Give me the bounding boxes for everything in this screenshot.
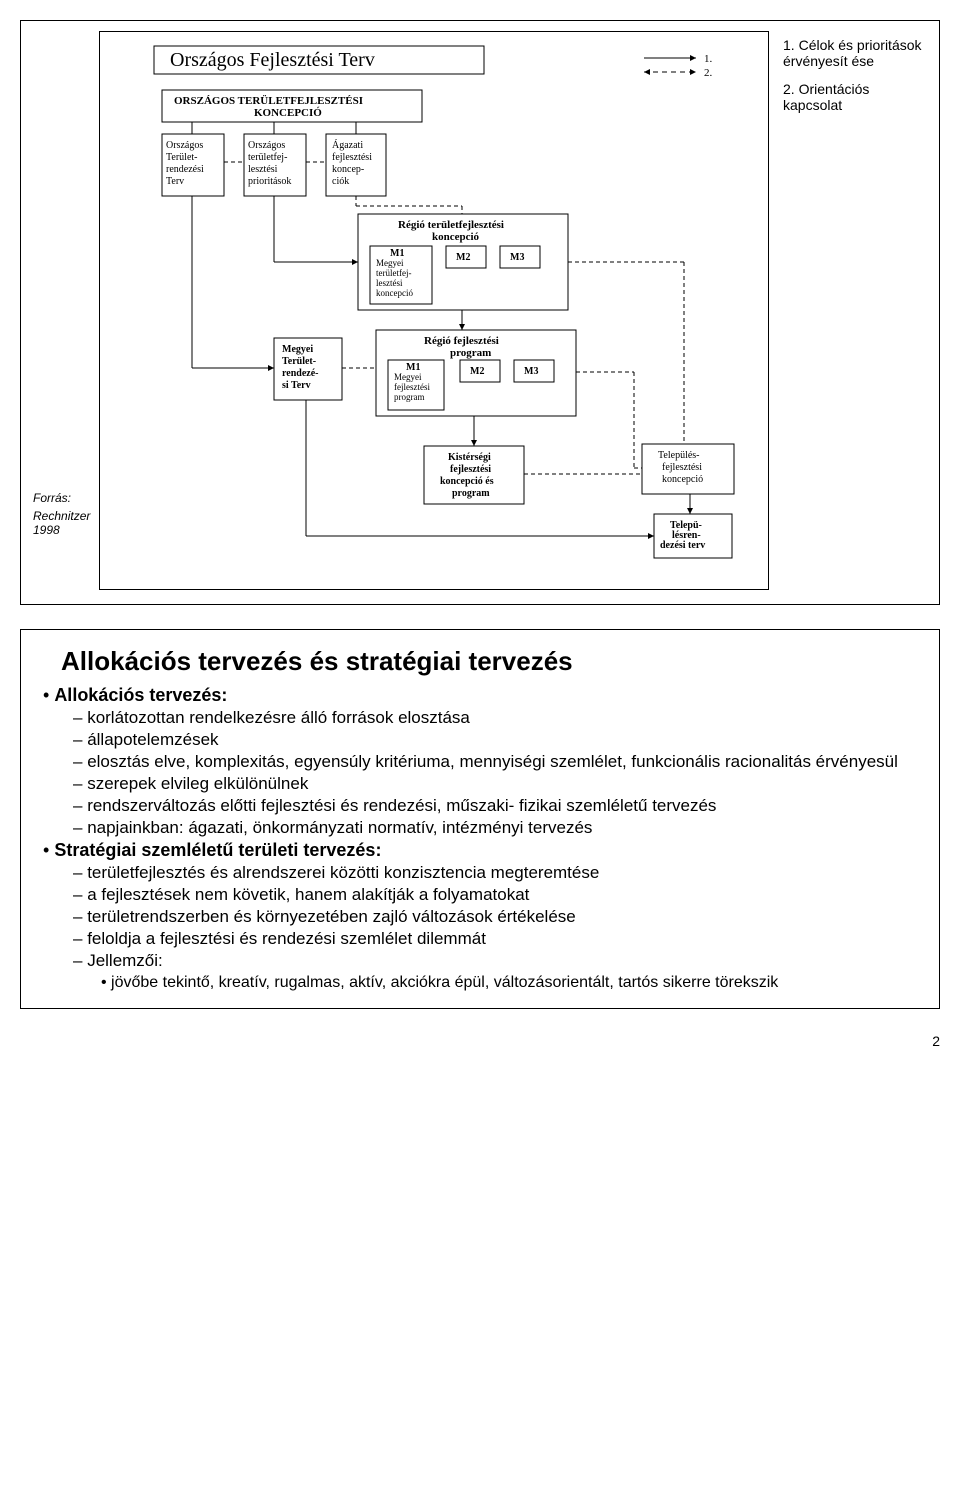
afk-4: ciók bbox=[332, 176, 349, 187]
source-column: Forrás: Rechnitzer 1998 bbox=[33, 31, 91, 590]
mtr-2: Terület- bbox=[282, 356, 316, 367]
slide-diagram: Forrás: Rechnitzer 1998 Országos Fejlesz… bbox=[20, 20, 940, 605]
legend-text: 1. Célok és prioritások érvényesít ése 2… bbox=[777, 31, 927, 590]
bullet-alloc-title: Allokációs tervezés: bbox=[54, 685, 227, 705]
otrt-2: Terület- bbox=[166, 152, 198, 163]
legend-item-1: 1. Célok és prioritások érvényesít ése bbox=[783, 37, 927, 69]
m1p-c: fejlesztési bbox=[394, 382, 430, 392]
mtr-1: Megyei bbox=[282, 344, 313, 355]
kist-4: program bbox=[452, 488, 490, 499]
rfp-1: Régió fejlesztési bbox=[424, 335, 499, 347]
otrt-1: Országos bbox=[166, 140, 203, 151]
strat-i2: a fejlesztések nem követik, hanem alakít… bbox=[73, 885, 927, 905]
rfp-2: program bbox=[450, 347, 491, 359]
flowchart-svg: Országos Fejlesztési Terv 1. 2. ORSZÁGOS… bbox=[106, 38, 762, 578]
slide2-heading: Allokációs tervezés és stratégiai tervez… bbox=[61, 646, 927, 677]
otrt-3: rendezési bbox=[166, 164, 204, 175]
otfp-4: prioritások bbox=[248, 176, 291, 187]
m1p-b: Megyei bbox=[394, 372, 422, 382]
tfk-2: fejlesztési bbox=[662, 462, 702, 473]
alloc-i1: korlátozottan rendelkezésre álló forráso… bbox=[73, 708, 927, 728]
otfp-1: Országos bbox=[248, 140, 285, 151]
mtr-4: si Terv bbox=[282, 380, 311, 391]
alloc-i6: napjainkban: ágazati, önkormányzati norm… bbox=[73, 818, 927, 838]
bullet-alloc: Allokációs tervezés: korlátozottan rende… bbox=[43, 685, 927, 838]
m3p: M3 bbox=[524, 366, 538, 377]
afk-2: fejlesztési bbox=[332, 152, 372, 163]
afk-1: Ágazati bbox=[332, 139, 363, 151]
m3: M3 bbox=[510, 252, 524, 263]
strat-i3: területrendszerben és környezetében zajl… bbox=[73, 907, 927, 927]
diagram-wrap: Forrás: Rechnitzer 1998 Országos Fejlesz… bbox=[33, 31, 927, 590]
kist-1: Kistérségi bbox=[448, 452, 491, 463]
strat-i5: Jellemzői: jövőbe tekintő, kreatív, ruga… bbox=[73, 951, 927, 992]
legend-key2: 2. bbox=[704, 67, 713, 79]
slide-text: Allokációs tervezés és stratégiai tervez… bbox=[20, 629, 940, 1009]
tfk-1: Település- bbox=[658, 450, 700, 461]
alloc-i4: szerepek elvileg elkülönülnek bbox=[73, 774, 927, 794]
kist-2: fejlesztési bbox=[450, 464, 491, 475]
otfp-3: lesztési bbox=[248, 164, 278, 175]
bullet-strat-title: Stratégiai szemléletű területi tervezés: bbox=[54, 840, 381, 860]
alloc-i2: állapotelemzések bbox=[73, 730, 927, 750]
source-label: Forrás: bbox=[33, 491, 91, 505]
m1-e: koncepció bbox=[376, 288, 413, 298]
otrt-4: Terv bbox=[166, 176, 184, 187]
legend-item-2: 2. Orientációs kapcsolat bbox=[783, 81, 927, 113]
alloc-i3: elosztás elve, komplexitás, egyensúly kr… bbox=[73, 752, 927, 772]
tfk-3: koncepció bbox=[662, 474, 703, 485]
kist-3: koncepció és bbox=[440, 476, 494, 487]
trt-3: dezési terv bbox=[660, 540, 705, 551]
m2: M2 bbox=[456, 252, 470, 263]
diagram-canvas: Országos Fejlesztési Terv 1. 2. ORSZÁGOS… bbox=[99, 31, 769, 590]
strat-i4: feloldja a fejlesztési és rendezési szem… bbox=[73, 929, 927, 949]
konc-title: ORSZÁGOS TERÜLETFEJLESZTÉSI bbox=[174, 94, 363, 107]
rtk-2: koncepció bbox=[432, 231, 480, 243]
otfp-2: területfej- bbox=[248, 152, 287, 163]
strat-sub1: jövőbe tekintő, kreatív, rugalmas, aktív… bbox=[101, 974, 927, 993]
strat-i1: területfejlesztés és alrendszerei között… bbox=[73, 863, 927, 883]
konc-sub: KONCEPCIÓ bbox=[254, 107, 322, 119]
rtk-1: Régió területfejlesztési bbox=[398, 219, 504, 231]
m1-d: lesztési bbox=[376, 278, 403, 288]
mtr-3: rendezé- bbox=[282, 368, 318, 379]
m2p: M2 bbox=[470, 366, 484, 377]
afk-3: koncep- bbox=[332, 164, 364, 175]
m1p-d: program bbox=[394, 392, 425, 402]
m1-b: Megyei bbox=[376, 258, 404, 268]
page-number: 2 bbox=[20, 1033, 940, 1049]
bullet-strat: Stratégiai szemléletű területi tervezés:… bbox=[43, 840, 927, 992]
source-value: Rechnitzer 1998 bbox=[33, 509, 91, 537]
alloc-i5: rendszerváltozás előtti fejlesztési és r… bbox=[73, 796, 927, 816]
m1-c: területfej- bbox=[376, 268, 411, 278]
legend-key1: 1. bbox=[704, 53, 713, 65]
title-text: Országos Fejlesztési Terv bbox=[170, 49, 375, 71]
